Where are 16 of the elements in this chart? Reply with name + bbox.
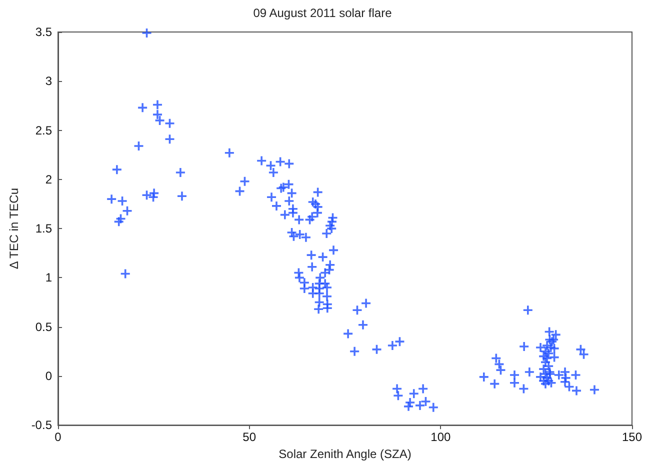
y-tick-label: 3	[45, 74, 52, 88]
x-axis-title: Solar Zenith Angle (SZA)	[278, 447, 412, 461]
y-tick-label: 1.5	[35, 222, 52, 236]
x-tick-label: 150	[622, 430, 642, 444]
x-tick-label: 50	[242, 430, 256, 444]
chart-title: 09 August 2011 solar flare	[253, 6, 392, 20]
x-tick-label: 100	[430, 430, 451, 444]
y-tick-label: -0.5	[31, 418, 52, 432]
y-tick-label: 0.5	[35, 320, 52, 334]
y-tick-label: 1	[45, 270, 52, 285]
y-tick-label: 3.5	[35, 25, 52, 39]
x-tick-label: 0	[54, 430, 62, 444]
y-tick-label: 2	[45, 172, 52, 186]
y-tick-label: 2.5	[35, 123, 52, 138]
y-tick-label: 0	[45, 368, 52, 383]
y-axis-title: Δ TEC in TECu	[7, 188, 21, 270]
